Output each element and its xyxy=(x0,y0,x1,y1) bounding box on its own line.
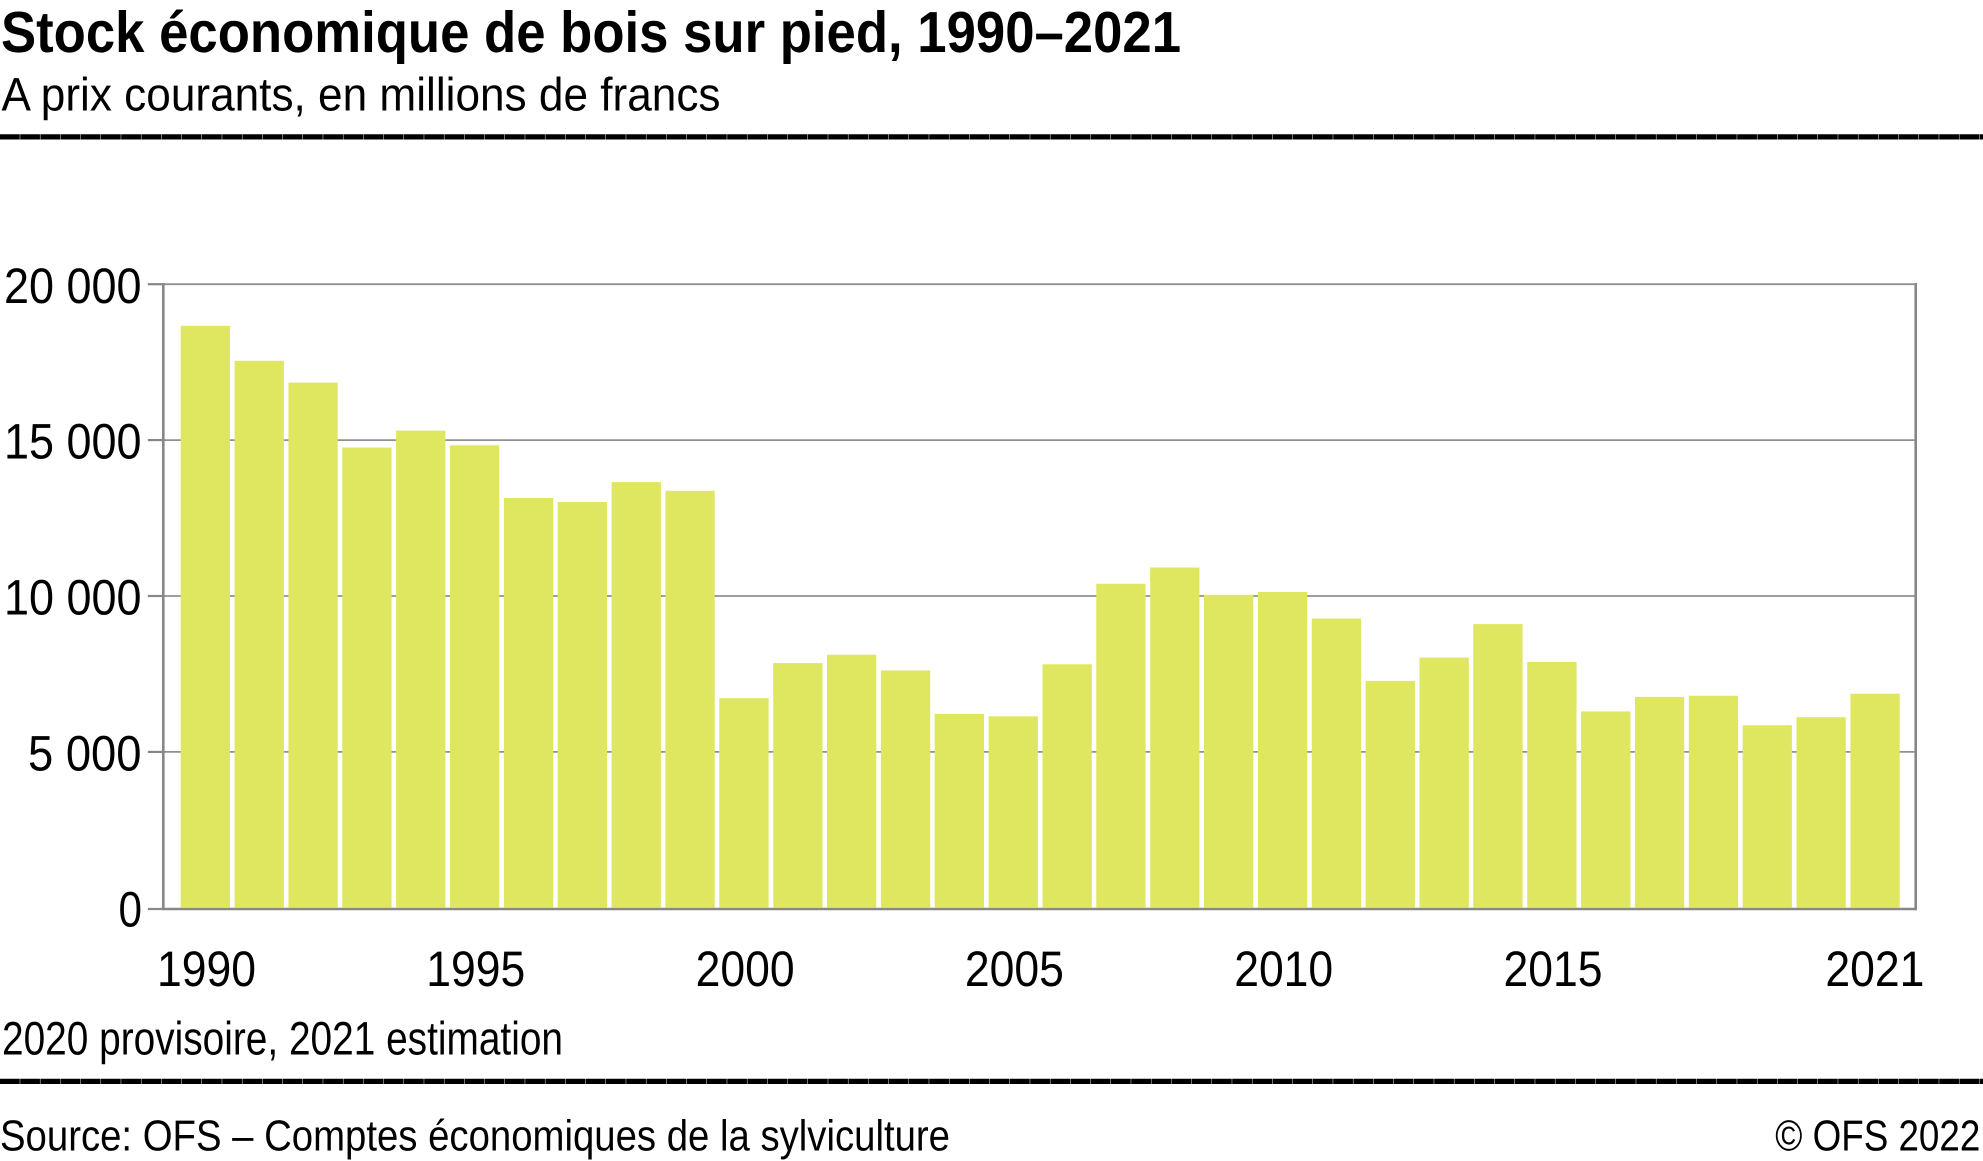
svg-text:20 000: 20 000 xyxy=(4,258,142,314)
svg-text:A prix courants, en millions d: A prix courants, en millions de francs xyxy=(2,67,721,120)
svg-text:15 000: 15 000 xyxy=(4,414,142,470)
svg-text:5 000: 5 000 xyxy=(28,726,142,782)
svg-text:2015: 2015 xyxy=(1504,941,1603,997)
svg-text:© OFS 2022: © OFS 2022 xyxy=(1775,1113,1980,1161)
svg-text:1990: 1990 xyxy=(157,941,256,997)
svg-text:2005: 2005 xyxy=(965,941,1064,997)
svg-text:2000: 2000 xyxy=(696,941,795,997)
svg-text:Source: OFS – Comptes économiq: Source: OFS – Comptes économiques de la … xyxy=(0,1113,950,1161)
svg-text:1995: 1995 xyxy=(426,941,525,997)
svg-text:2020 provisoire, 2021 estimati: 2020 provisoire, 2021 estimation xyxy=(2,1012,563,1065)
svg-text:2021: 2021 xyxy=(1825,941,1924,997)
svg-text:Stock économique de bois sur p: Stock économique de bois sur pied, 1990–… xyxy=(1,0,1181,65)
svg-text:2010: 2010 xyxy=(1234,941,1333,997)
svg-text:10 000: 10 000 xyxy=(4,570,142,626)
svg-text:0: 0 xyxy=(119,881,143,937)
